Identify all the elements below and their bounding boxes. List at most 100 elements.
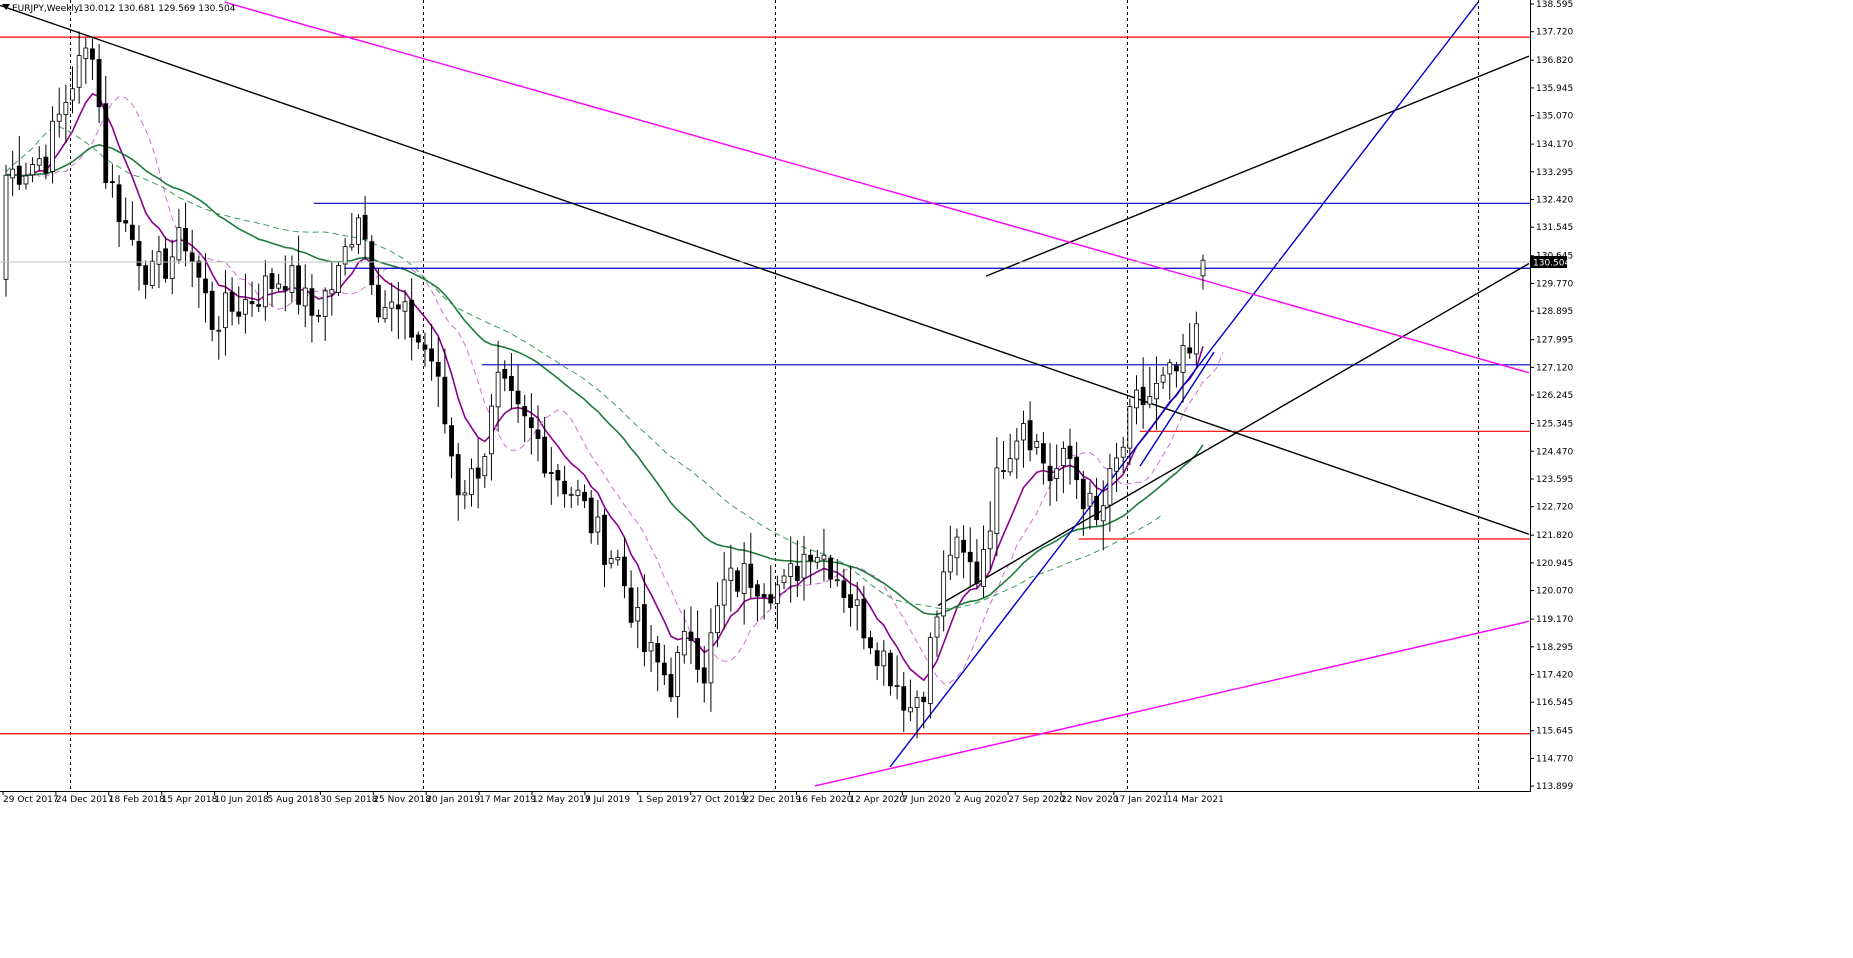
trend-line[interactable] [0,4,1530,535]
candle-body [1193,323,1199,355]
candle-body [1147,396,1153,405]
candle-body [987,530,993,550]
candle-body [967,551,973,563]
candle [788,536,794,603]
candle-body [854,599,860,606]
candle-body [1134,389,1139,409]
candle [1114,442,1119,493]
candle [110,164,115,198]
candle-body [296,265,302,305]
candle [595,499,601,545]
x-tick-label: 27 Sep 2020 [1008,795,1065,805]
candle [495,341,501,432]
candle-body [1107,468,1113,506]
x-tick-label: 7 Jul 2019 [585,795,630,805]
y-tick-label: 134.170 [1536,140,1573,150]
candle-body [242,299,248,315]
trend-line[interactable] [814,620,1530,787]
candle [568,486,574,509]
candle-body [1180,345,1186,373]
candle-body [223,292,228,329]
y-tick-label: 135.070 [1536,112,1573,122]
candle [349,213,355,251]
candle [1187,323,1193,359]
candle [635,587,641,649]
x-tick-label: 2 Aug 2020 [955,795,1007,805]
candle [1127,398,1133,466]
candle-body [954,536,960,559]
candle-body [1100,505,1106,522]
candle-body [462,492,468,496]
candle-body [76,55,82,88]
y-tick-label: 131.545 [1536,223,1573,233]
y-tick-label: 120.945 [1536,559,1573,569]
candle [675,645,681,718]
candle [1094,477,1099,526]
y-tick-label: 138.595 [1536,0,1573,10]
y-tick-label: 118.295 [1536,643,1573,653]
candle [721,551,727,629]
candle [342,238,348,276]
trend-line[interactable] [889,1,1479,768]
candle-body [1174,365,1179,372]
candle-body [981,549,986,587]
candle [814,549,820,570]
candle [282,255,288,312]
candle-body [562,480,567,495]
candle [242,273,248,334]
candle [382,290,388,323]
trend-line[interactable] [224,1,1530,374]
candle [369,235,375,295]
candle [1054,444,1060,502]
candle-body [735,570,740,592]
candle [1001,440,1006,480]
candle-body [941,571,947,617]
candle-body [316,314,321,317]
candle [1007,433,1013,476]
y-tick-label: 116.545 [1536,698,1573,708]
candle [422,332,428,367]
candle-body [83,47,89,59]
candle-body [1027,420,1033,451]
y-tick-label: 128.895 [1536,307,1573,317]
candle [688,606,694,664]
candle-body [203,278,208,294]
candle-body [249,301,255,305]
candle-body [1114,457,1119,472]
candle [409,278,415,361]
chart-menu-triangle-icon[interactable] [2,4,10,10]
candle-body [183,227,188,252]
candle-body [602,514,607,565]
candle-body [921,696,927,703]
candle [455,442,461,521]
candle [1180,333,1186,403]
y-tick-label: 122.720 [1536,503,1573,513]
trend-line[interactable] [1139,351,1215,467]
candle [442,348,448,434]
candle [1034,433,1040,455]
candle [116,175,122,248]
candle [43,144,49,180]
candle-body [1001,470,1006,472]
candle [602,509,607,588]
candle-body [482,456,488,477]
trend-line[interactable] [985,55,1530,277]
candle-body [309,288,315,316]
candle [921,691,927,729]
x-tick-label: 24 Dec 2017 [56,795,114,805]
candle-body [123,220,129,224]
candle [741,542,747,625]
candle [515,364,521,423]
trend-line[interactable] [937,262,1530,607]
candle [642,574,647,667]
candle-body [755,584,760,597]
candle-body [741,562,747,594]
candle-body [216,329,222,332]
candle-body [276,283,282,289]
candle-body [528,417,534,429]
candle-body [994,467,1000,534]
candle [934,610,940,657]
candle [761,583,767,620]
